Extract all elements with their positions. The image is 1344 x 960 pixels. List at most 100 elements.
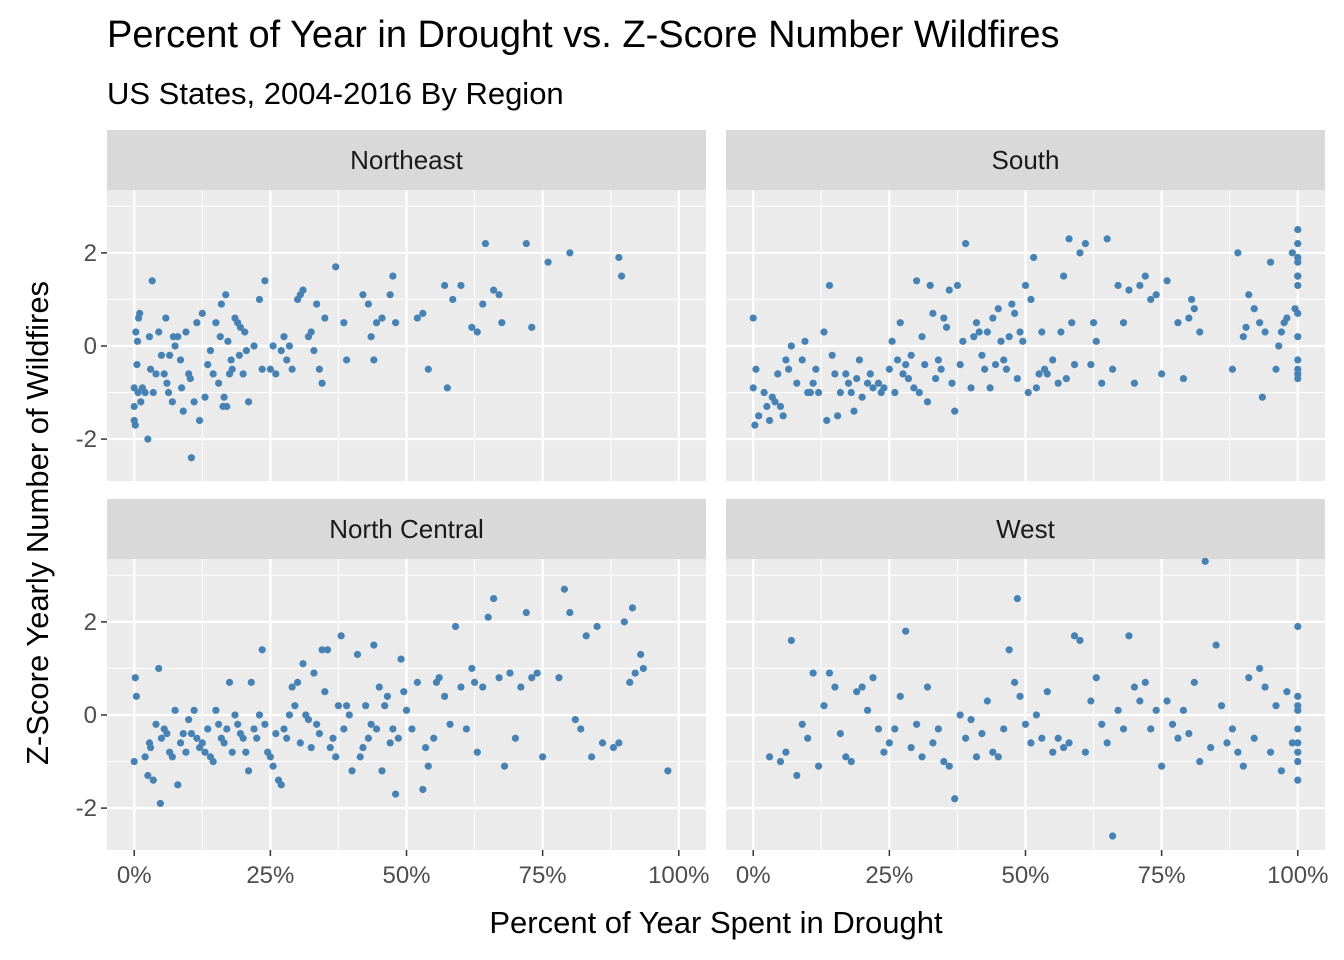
data-point	[1207, 743, 1215, 752]
data-point	[131, 674, 139, 682]
data-point	[779, 412, 787, 420]
data-point	[250, 342, 258, 350]
data-point	[1294, 333, 1302, 341]
data-point	[774, 370, 782, 378]
data-point	[149, 388, 157, 397]
x-axis-title: Percent of Year Spent in Drought	[489, 905, 943, 940]
data-point	[313, 720, 321, 728]
data-point	[907, 743, 915, 752]
data-point	[1174, 319, 1182, 327]
data-point	[239, 734, 247, 742]
data-point	[1038, 734, 1046, 742]
data-point	[144, 435, 152, 443]
data-point	[206, 347, 215, 355]
data-point	[261, 277, 269, 285]
data-point	[215, 379, 223, 387]
data-point	[1065, 235, 1073, 243]
data-point	[332, 753, 340, 761]
data-point	[266, 365, 274, 373]
data-point	[462, 725, 470, 733]
data-point	[446, 720, 454, 728]
data-point	[1060, 272, 1068, 280]
data-point	[495, 674, 503, 682]
data-point	[217, 300, 225, 308]
x-tick-label: 100%	[648, 862, 709, 889]
data-point	[1098, 379, 1106, 387]
x-tick-label: 50%	[382, 862, 430, 889]
data-point	[201, 748, 209, 756]
data-point	[413, 678, 421, 686]
data-point	[749, 314, 757, 322]
data-point	[1163, 697, 1171, 705]
data-point	[261, 720, 269, 728]
data-point	[782, 748, 790, 756]
data-point	[615, 253, 623, 262]
data-point	[814, 762, 823, 770]
data-point	[609, 743, 618, 752]
data-point	[419, 309, 427, 317]
data-point	[1152, 706, 1160, 714]
data-point	[457, 281, 465, 290]
data-point	[902, 627, 910, 635]
data-point	[386, 291, 394, 299]
data-point	[1294, 225, 1302, 234]
data-point	[258, 365, 266, 373]
data-point	[1013, 374, 1021, 383]
data-point	[628, 604, 637, 612]
facet-strip-west	[726, 499, 1325, 559]
data-point	[1158, 762, 1166, 770]
data-point	[370, 356, 378, 364]
data-point	[1000, 356, 1008, 364]
data-point	[280, 725, 288, 733]
data-point	[231, 711, 239, 719]
data-point	[168, 753, 176, 761]
data-point	[421, 743, 430, 752]
data-point	[967, 716, 975, 724]
data-point	[912, 720, 921, 728]
data-point	[146, 365, 155, 373]
data-point	[1130, 379, 1139, 387]
data-point	[896, 319, 904, 327]
data-point	[288, 683, 296, 691]
data-point	[1275, 342, 1283, 350]
data-point	[244, 767, 253, 775]
data-point	[244, 398, 253, 406]
data-point	[1228, 725, 1237, 733]
data-point	[1008, 300, 1016, 308]
data-point	[381, 702, 389, 710]
data-point	[1288, 249, 1296, 257]
data-point	[204, 361, 212, 369]
data-point	[1187, 295, 1196, 304]
data-point	[1228, 365, 1237, 373]
data-point	[1190, 305, 1198, 313]
data-point	[1163, 277, 1171, 285]
y-tick-label: -2	[76, 426, 97, 453]
data-point	[809, 379, 817, 387]
data-point	[389, 725, 397, 733]
data-point	[582, 632, 590, 640]
data-point	[277, 781, 285, 789]
data-point	[389, 272, 397, 280]
data-point	[193, 319, 201, 327]
data-point	[1239, 762, 1247, 770]
data-point	[855, 356, 864, 364]
data-point	[1201, 557, 1209, 565]
data-point	[1092, 337, 1100, 345]
data-point	[1258, 393, 1266, 401]
data-point	[258, 646, 266, 654]
data-point	[1277, 328, 1286, 336]
data-point	[215, 720, 223, 728]
data-point	[1294, 253, 1302, 262]
data-point	[765, 416, 774, 425]
data-point	[923, 398, 932, 406]
data-point	[473, 328, 481, 336]
data-point	[484, 613, 492, 621]
data-point	[441, 692, 449, 700]
data-point	[1234, 249, 1242, 257]
data-point	[598, 739, 607, 747]
data-point	[479, 300, 487, 308]
data-point	[506, 669, 514, 677]
data-point	[1092, 674, 1100, 682]
x-tick-label: 0%	[736, 862, 771, 889]
data-point	[130, 757, 138, 766]
